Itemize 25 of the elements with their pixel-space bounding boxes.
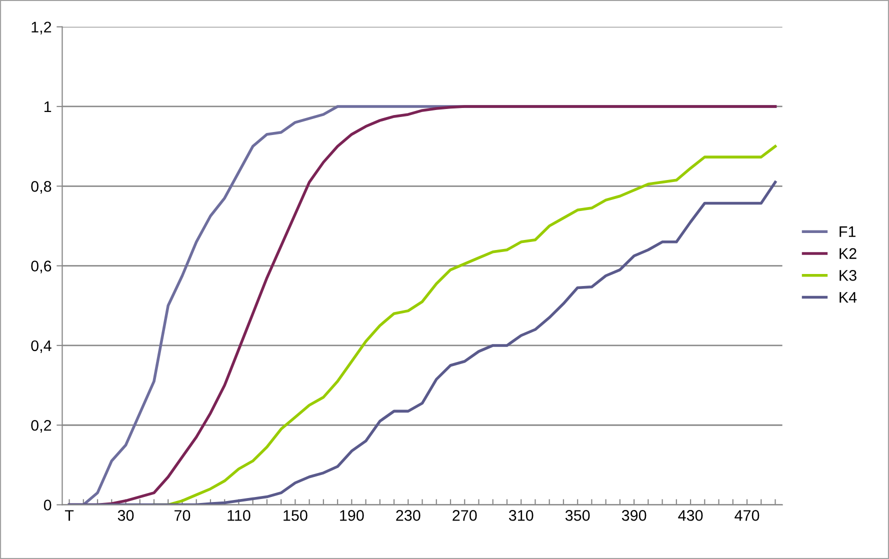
x-tick-label: 390: [622, 510, 646, 521]
line-series: [68, 180, 777, 505]
x-tick-label: 430: [678, 510, 703, 521]
x-tick-label: 310: [508, 510, 534, 521]
y-tick-label: 0,6: [31, 260, 52, 274]
y-tick-label: 0: [44, 500, 52, 510]
x-tick-label: 190: [340, 510, 364, 521]
y-tick-label: 0,4: [31, 340, 52, 353]
x-tick-label: 470: [734, 510, 760, 521]
legend-label: K2: [840, 248, 856, 259]
y-tick-label: 0,8: [31, 181, 52, 194]
x-tick-label: 350: [565, 510, 590, 521]
x-tick-label: 30: [118, 510, 134, 521]
y-tick-label: 1,2: [32, 22, 52, 34]
x-tick-label: T: [64, 510, 74, 521]
y-tick-label: 1: [44, 102, 52, 112]
legend-label: K3: [840, 270, 856, 281]
x-tick-label: 70: [174, 510, 190, 521]
x-tick-label: 150: [284, 510, 308, 521]
x-tick-label: 110: [228, 510, 250, 521]
x-tick-label: 270: [452, 510, 477, 521]
x-tick-label: 230: [396, 510, 420, 521]
legend-label: F1: [840, 226, 856, 237]
legend-label: K4: [840, 292, 857, 303]
y-tick-label: 0,2: [31, 420, 52, 433]
